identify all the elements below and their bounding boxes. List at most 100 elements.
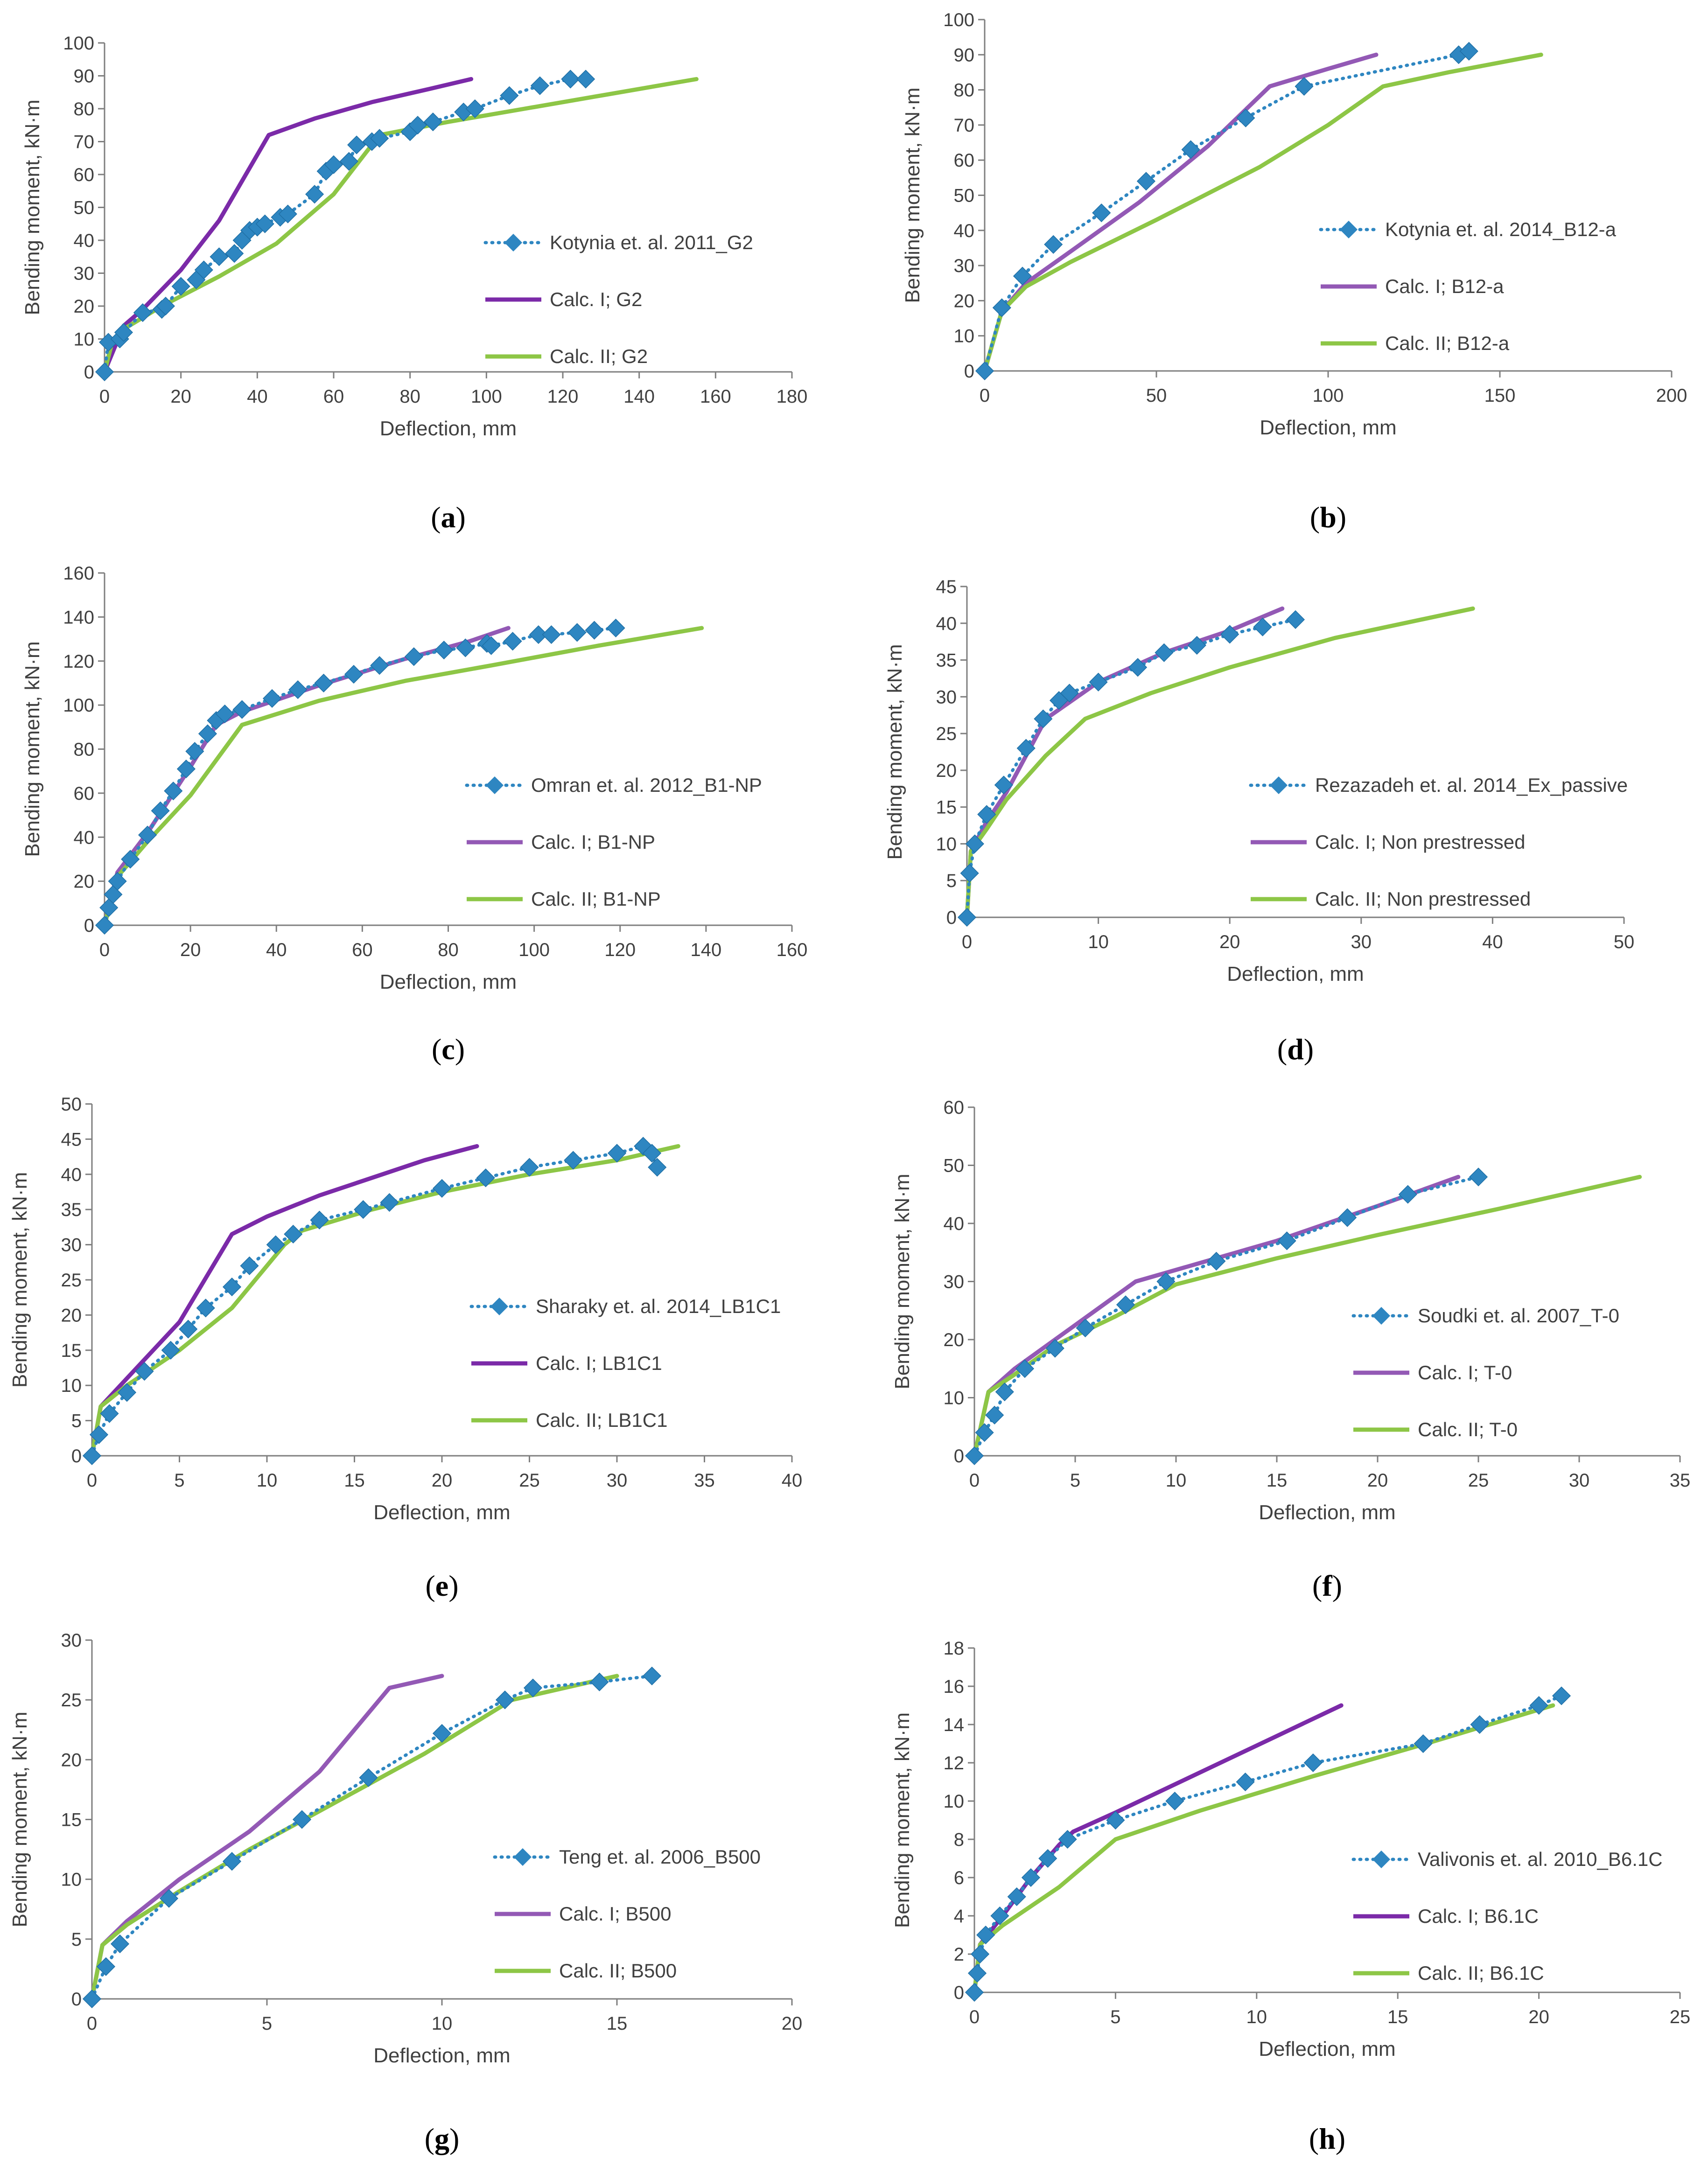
data-point-marker: [564, 1151, 583, 1170]
data-point-marker: [1295, 77, 1314, 96]
panel-label-open: (: [425, 1569, 435, 1602]
data-point-marker: [179, 1320, 198, 1339]
series-line-experimental: [103, 77, 588, 374]
data-point-marker: [370, 656, 389, 675]
panel-label-open: (: [425, 2122, 434, 2155]
y-axis-title: Bending moment, kN·m: [8, 1711, 31, 1927]
y-tick-label: 25: [61, 1270, 82, 1291]
y-tick-label: 0: [946, 908, 957, 928]
y-tick-label: 40: [954, 221, 975, 241]
data-point-marker: [434, 641, 454, 660]
legend-label: Calc. I; B6.1C: [1418, 1905, 1539, 1927]
legend-swatch-marker: [1270, 776, 1288, 794]
panel-label: (d): [1277, 1033, 1314, 1066]
data-point-marker: [380, 1193, 399, 1212]
data-point-marker: [1116, 1295, 1135, 1314]
data-point-marker: [347, 135, 366, 154]
data-point-marker: [82, 1989, 102, 2009]
x-tick-label: 35: [694, 1470, 715, 1491]
data-point-marker: [1038, 1849, 1057, 1868]
data-point-marker: [977, 805, 996, 824]
y-axis-title: Bending moment, kN·m: [21, 99, 44, 315]
panel-label-close: ): [448, 1569, 458, 1602]
legend-label: Calc. I; G2: [550, 288, 642, 310]
data-point-marker: [960, 864, 979, 883]
data-point-marker: [1089, 672, 1108, 691]
x-tick-label: 40: [782, 1470, 803, 1491]
legend-entry: Calc. I; B12-a: [1321, 275, 1504, 297]
x-tick-label: 20: [432, 1470, 453, 1491]
y-tick-label: 70: [74, 132, 95, 153]
x-tick-label: 0: [99, 940, 110, 960]
data-point-marker: [523, 1678, 543, 1697]
legend-label: Calc. II; G2: [550, 345, 648, 367]
legend-entry: Calc. I; B1-NP: [467, 831, 655, 853]
legend-label: Teng et. al. 2006_B500: [559, 1846, 761, 1868]
legend-entry: Calc. II; LB1C1: [471, 1409, 667, 1431]
legend-label: Kotynia et. al. 2014_B12-a: [1385, 218, 1617, 240]
x-tick-label: 25: [519, 1470, 540, 1491]
y-tick-label: 15: [61, 1341, 82, 1361]
data-point-marker: [161, 1341, 180, 1360]
data-point-marker: [225, 244, 244, 263]
y-tick-label: 40: [74, 230, 95, 251]
panel-label-close: ): [455, 1033, 465, 1066]
x-tick-label: 0: [969, 1470, 980, 1491]
data-point-marker: [995, 1382, 1014, 1402]
y-tick-label: 40: [944, 1214, 965, 1234]
series-line-calc-ii: [982, 52, 1543, 373]
y-tick-label: 50: [74, 198, 95, 218]
series-line-calc-i: [972, 1174, 1461, 1458]
y-tick-label: 80: [954, 80, 975, 101]
y-tick-label: 40: [61, 1165, 82, 1185]
panel-label-letter: d: [1287, 1033, 1304, 1066]
legend-swatch-marker: [1340, 221, 1358, 238]
data-point-marker: [456, 638, 475, 657]
x-tick-label: 35: [1670, 1470, 1691, 1491]
data-point-marker: [284, 1224, 303, 1244]
data-point-marker: [990, 1906, 1009, 1926]
y-tick-label: 30: [61, 1630, 82, 1651]
y-tick-label: 30: [936, 687, 957, 707]
panel-label-letter: b: [1320, 501, 1337, 534]
data-point-marker: [975, 1423, 994, 1442]
x-tick-label: 140: [623, 386, 655, 407]
y-tick-label: 5: [71, 1929, 82, 1950]
panel-label: (h): [1309, 2122, 1345, 2155]
legend-entry: Calc. I; G2: [485, 288, 642, 310]
chart-panel-d: 0 5 10 15 20 25 30 35 40 45 0 10 20 30 40 50 Deflection,…: [883, 577, 1634, 1066]
legend-entry: Calc. I; Non prestressed: [1251, 831, 1526, 853]
x-tick-label: 140: [691, 940, 722, 960]
panel-label-close: ): [449, 2122, 459, 2155]
x-axis-title: Deflection, mm: [380, 971, 517, 993]
x-tick-label: 15: [1387, 2007, 1408, 2027]
panel-label: (g): [425, 2122, 460, 2155]
x-axis-title: Deflection, mm: [380, 417, 517, 440]
chart-panel-g: 0 5 10 15 20 25 30 0 5 10 15 20 Deflection, mm Bendin…: [8, 1630, 802, 2155]
legend-label: Calc. II; B500: [559, 1960, 677, 1982]
data-point-marker: [408, 116, 427, 135]
data-point-marker: [1106, 1810, 1125, 1830]
y-tick-label: 10: [61, 1870, 82, 1890]
data-point-marker: [110, 1935, 130, 1954]
data-point-marker: [1128, 658, 1148, 677]
panel-label: (b): [1310, 501, 1346, 534]
data-point-marker: [292, 1810, 312, 1829]
y-tick-label: 30: [61, 1235, 82, 1256]
x-tick-label: 30: [1569, 1470, 1590, 1491]
y-tick-label: 90: [74, 66, 95, 87]
data-point-marker: [1044, 235, 1063, 254]
data-point-marker: [1045, 1339, 1064, 1358]
y-tick-label: 0: [954, 1983, 964, 2003]
legend-label: Calc. II; B1-NP: [531, 888, 661, 910]
data-point-marker: [576, 70, 595, 89]
panel-label: (a): [431, 501, 466, 534]
y-tick-label: 90: [954, 45, 975, 65]
panel-label-letter: c: [441, 1033, 455, 1066]
data-point-marker: [1156, 1272, 1176, 1291]
x-tick-label: 30: [607, 1470, 628, 1491]
data-point-marker: [1092, 203, 1111, 223]
legend-label: Calc. I; B500: [559, 1903, 671, 1925]
data-point-marker: [1552, 1686, 1571, 1705]
data-point-marker: [176, 759, 196, 779]
